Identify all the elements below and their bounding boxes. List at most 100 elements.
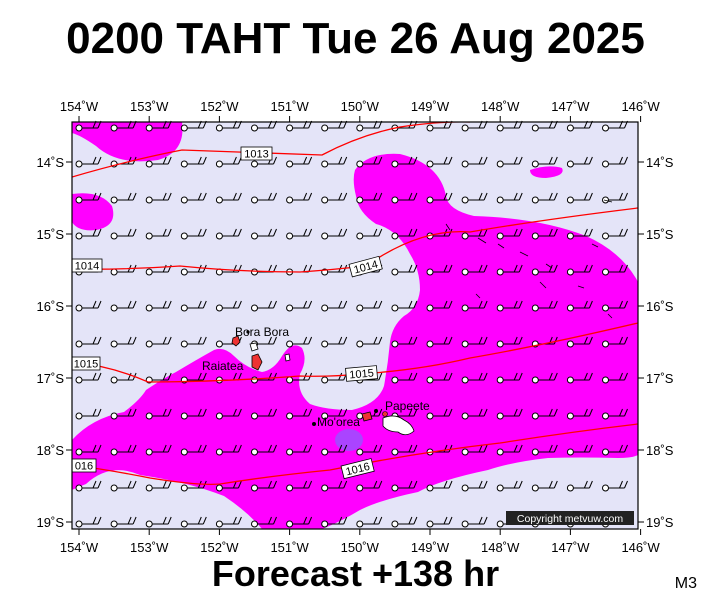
lat-tick-label: 17˚S — [646, 371, 674, 386]
isobar-1013 — [72, 122, 470, 178]
wind-barb — [602, 336, 628, 348]
wind-barb — [145, 480, 172, 492]
map-frame — [71, 121, 639, 530]
island-huahine — [284, 353, 291, 362]
lon-tick-label: 148˚W — [481, 99, 520, 114]
wind-barb — [321, 192, 348, 204]
place-label-raiatea: Raiatea — [202, 359, 244, 373]
wind-barb — [321, 516, 348, 528]
wind-barb — [531, 372, 558, 384]
wind-barb — [391, 516, 418, 528]
wind-barb — [110, 336, 137, 348]
wind-barb — [356, 192, 383, 204]
wind-barb — [531, 408, 558, 420]
wind-barb — [321, 408, 348, 420]
lon-tick-label: 151˚W — [270, 99, 309, 114]
wind-barb — [251, 444, 277, 456]
wind-barb — [531, 264, 558, 276]
wind-barb — [426, 192, 453, 204]
wind-barb — [180, 516, 207, 528]
lat-tick-label: 15˚S — [37, 227, 65, 242]
lon-tick-label: 147˚W — [551, 99, 590, 114]
island-tetiaroa — [373, 408, 378, 413]
wind-barb — [286, 156, 313, 168]
wind-barb — [426, 408, 453, 420]
lon-tick-label: 153˚W — [130, 99, 169, 114]
wind-barb — [391, 192, 418, 204]
wind-barb — [461, 480, 488, 492]
isobar-label-1016-west: 016 — [71, 458, 97, 473]
wind-barb — [531, 192, 558, 204]
wind-barb — [391, 336, 418, 348]
wind-barb — [75, 192, 102, 204]
wind-barb — [426, 300, 453, 312]
wind-barb — [75, 516, 102, 528]
wind-barb — [180, 156, 207, 168]
wind-barb — [251, 228, 277, 240]
wind-barb — [321, 336, 348, 348]
wind-barb — [356, 444, 383, 456]
wind-barb — [602, 444, 628, 456]
lon-tick-label: 146˚W — [621, 540, 660, 555]
wind-barb — [321, 372, 348, 384]
wind-barb — [110, 192, 137, 204]
isobar-label-text: 1015 — [74, 359, 98, 371]
papeete-marker — [382, 411, 388, 417]
wind-barb — [496, 228, 523, 240]
wind-barb — [426, 336, 453, 348]
wind-barb — [461, 192, 488, 204]
wind-barb — [75, 408, 102, 420]
isobar-label-1015-west: 1015 — [71, 356, 101, 371]
place-label-papeete: Papeete — [385, 399, 430, 413]
wind-barb — [356, 300, 383, 312]
isobar-label-1016-east: 1016 — [340, 458, 375, 480]
wind-barb — [145, 408, 172, 420]
place-label-bora-bora: Bora Bora — [235, 325, 289, 339]
wind-barb — [356, 156, 383, 168]
lon-tick-label: 152˚W — [200, 99, 239, 114]
wind-barb — [145, 336, 172, 348]
wind-barb — [356, 336, 383, 348]
island-maiao — [311, 421, 316, 426]
lat-tick-label: 15˚S — [646, 227, 674, 242]
wind-barb — [496, 336, 523, 348]
wind-barb — [566, 444, 593, 456]
wind-barb — [531, 228, 558, 240]
wind-barb — [286, 336, 313, 348]
wind-barb — [180, 192, 207, 204]
wind-barb — [321, 228, 348, 240]
tuamotu-atolls — [445, 199, 613, 319]
wind-barb — [566, 300, 593, 312]
isobar-label-1014-west: 1014 — [71, 258, 103, 273]
wind-barb — [180, 408, 207, 420]
lon-tick-label: 150˚W — [341, 540, 380, 555]
wind-barb — [461, 336, 488, 348]
wind-barb — [602, 156, 628, 168]
copyright-box: Copyright metvuw.com — [506, 511, 634, 525]
wind-barb — [215, 156, 242, 168]
heavy-rain-spot — [335, 429, 363, 451]
wind-barb — [391, 300, 418, 312]
wind-barb — [286, 300, 313, 312]
wind-barb — [286, 228, 313, 240]
wind-barb — [251, 480, 277, 492]
wind-barb — [215, 300, 242, 312]
isobar-label-text: 1015 — [349, 367, 374, 381]
wind-barb — [531, 444, 558, 456]
lat-tick-label: 17˚S — [37, 371, 65, 386]
wind-barb — [110, 372, 137, 384]
wind-barb — [110, 516, 137, 528]
islands — [231, 330, 415, 436]
wind-barb — [461, 444, 488, 456]
lat-tick-label: 19˚S — [37, 515, 65, 530]
map-axes: 154˚W 154˚W 153˚W 153˚W 152˚W 152˚W 151˚W 151˚W… — [37, 99, 674, 555]
lat-tick-label: 14˚S — [37, 155, 65, 170]
wind-barb — [356, 480, 383, 492]
wind-barb — [215, 516, 242, 528]
wind-barb — [426, 480, 453, 492]
wind-barb — [496, 264, 523, 276]
wind-barb — [461, 516, 488, 528]
wind-barb — [321, 156, 348, 168]
lon-tick-label: 147˚W — [551, 540, 590, 555]
